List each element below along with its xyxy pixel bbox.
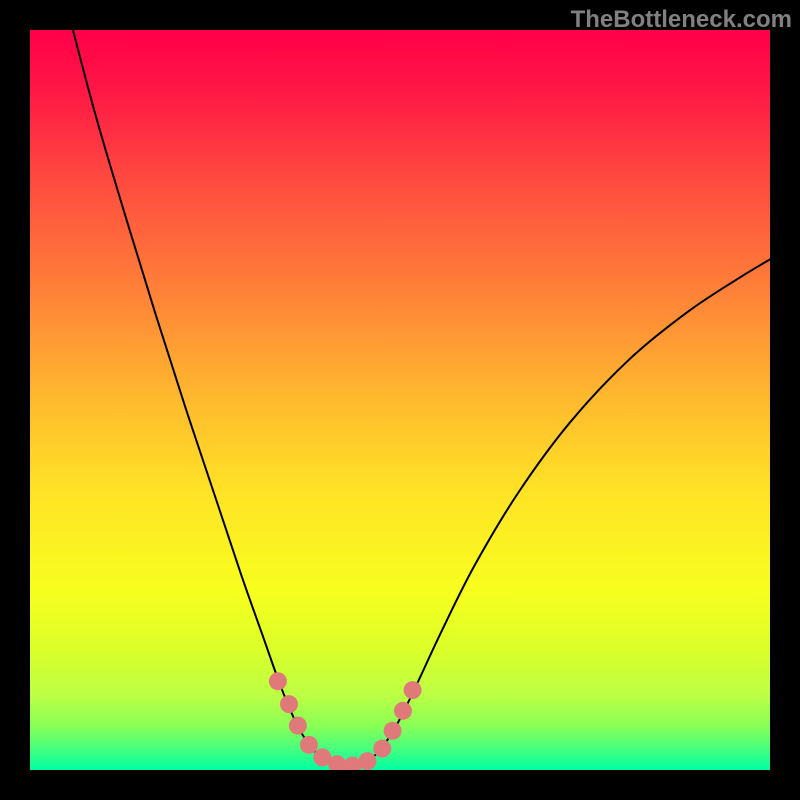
curve-layer — [30, 30, 770, 770]
curve-marker — [358, 752, 376, 770]
bottleneck-curve — [73, 30, 770, 766]
chart-stage: TheBottleneck.com — [0, 0, 800, 800]
plot-area — [30, 30, 770, 770]
watermark-text: TheBottleneck.com — [571, 6, 792, 34]
curve-marker — [269, 672, 287, 690]
curve-marker — [300, 736, 318, 754]
curve-marker — [404, 681, 422, 699]
curve-marker — [280, 695, 298, 713]
curve-marker — [373, 740, 391, 758]
curve-marker — [394, 702, 412, 720]
curve-marker — [384, 722, 402, 740]
curve-marker — [289, 717, 307, 735]
